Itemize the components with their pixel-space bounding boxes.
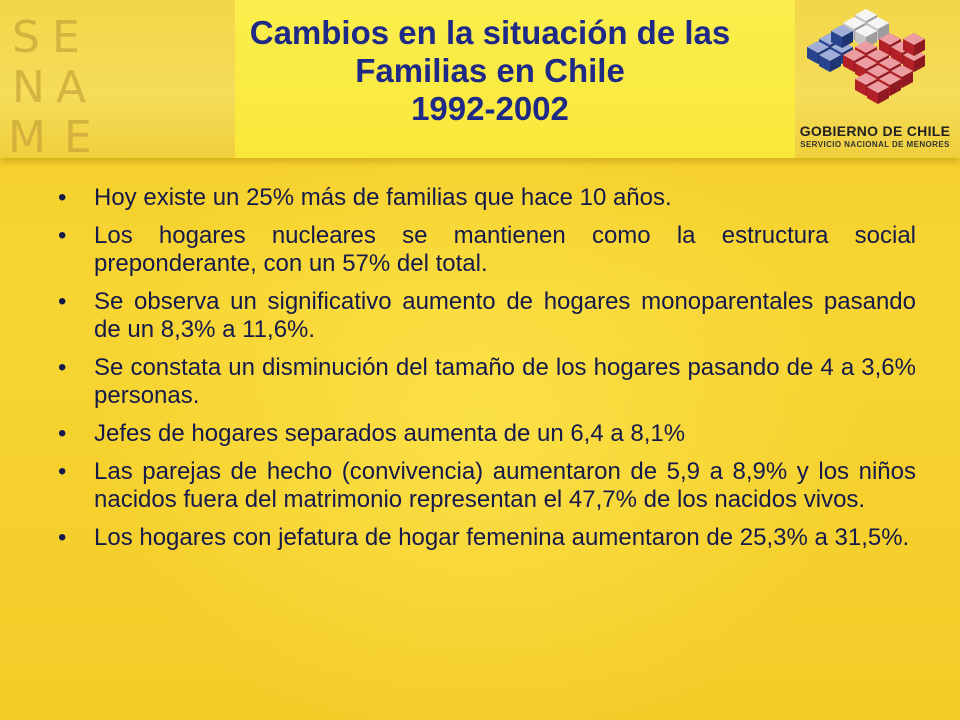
cubes-icon <box>807 9 925 104</box>
sename-letter-6: E <box>64 112 92 156</box>
bullet-list: • Hoy existe un 25% más de familias que … <box>58 184 916 562</box>
list-item: • Jefes de hogares separados aumenta de … <box>58 420 916 448</box>
gobierno-de-chile-logo: GOBIERNO DE CHILE SERVICIO NACIONAL DE M… <box>770 0 960 158</box>
title-line-3: 1992-2002 <box>411 90 569 127</box>
bullet-icon: • <box>58 420 67 447</box>
bullet-icon: • <box>58 354 67 381</box>
title-line-2: Familias en Chile <box>355 52 625 89</box>
title-line-1: Cambios en la situación de las <box>249 14 731 51</box>
page-title: Cambios en la situación de las Familias … <box>160 14 820 128</box>
bullet-icon: • <box>58 288 67 315</box>
list-item: • Las parejas de hecho (convivencia) aum… <box>58 458 916 514</box>
list-item: • Se observa un significativo aumento de… <box>58 288 916 344</box>
list-item: • Los hogares nucleares se mantienen com… <box>58 222 916 278</box>
sename-logo: S E N A M E <box>8 8 138 163</box>
bullet-icon: • <box>58 524 67 551</box>
list-item: • Hoy existe un 25% más de familias que … <box>58 184 916 212</box>
servicio-nacional-subtitle: SERVICIO NACIONAL DE MENORES <box>800 140 950 149</box>
header-highlight <box>235 0 795 158</box>
gobierno-de-chile-name: GOBIERNO DE CHILE <box>799 123 951 139</box>
list-item: • Se constata un disminución del tamaño … <box>58 354 916 410</box>
sename-letter-3: N <box>12 62 45 113</box>
sename-letter-5: M <box>8 112 46 156</box>
list-item-text: Se constata un disminución del tamaño de… <box>94 354 916 409</box>
list-item-text: Jefes de hogares separados aumenta de un… <box>94 420 686 447</box>
list-item-text: Los hogares con jefatura de hogar femeni… <box>94 524 910 551</box>
sename-letter-1: S <box>12 12 40 63</box>
header-band <box>0 0 960 158</box>
list-item-text: Se observa un significativo aumento de h… <box>94 288 916 343</box>
bullet-icon: • <box>58 222 67 249</box>
list-item-text: Los hogares nucleares se mantienen como … <box>94 222 916 277</box>
list-item: • Los hogares con jefatura de hogar feme… <box>58 524 916 552</box>
list-item-text: Las parejas de hecho (convivencia) aumen… <box>94 458 916 513</box>
list-item-text: Hoy existe un 25% más de familias que ha… <box>94 184 672 211</box>
bullet-icon: • <box>58 458 67 485</box>
sename-letter-4: A <box>56 62 86 113</box>
bullet-icon: • <box>58 184 67 211</box>
sename-letter-2: E <box>52 12 80 63</box>
